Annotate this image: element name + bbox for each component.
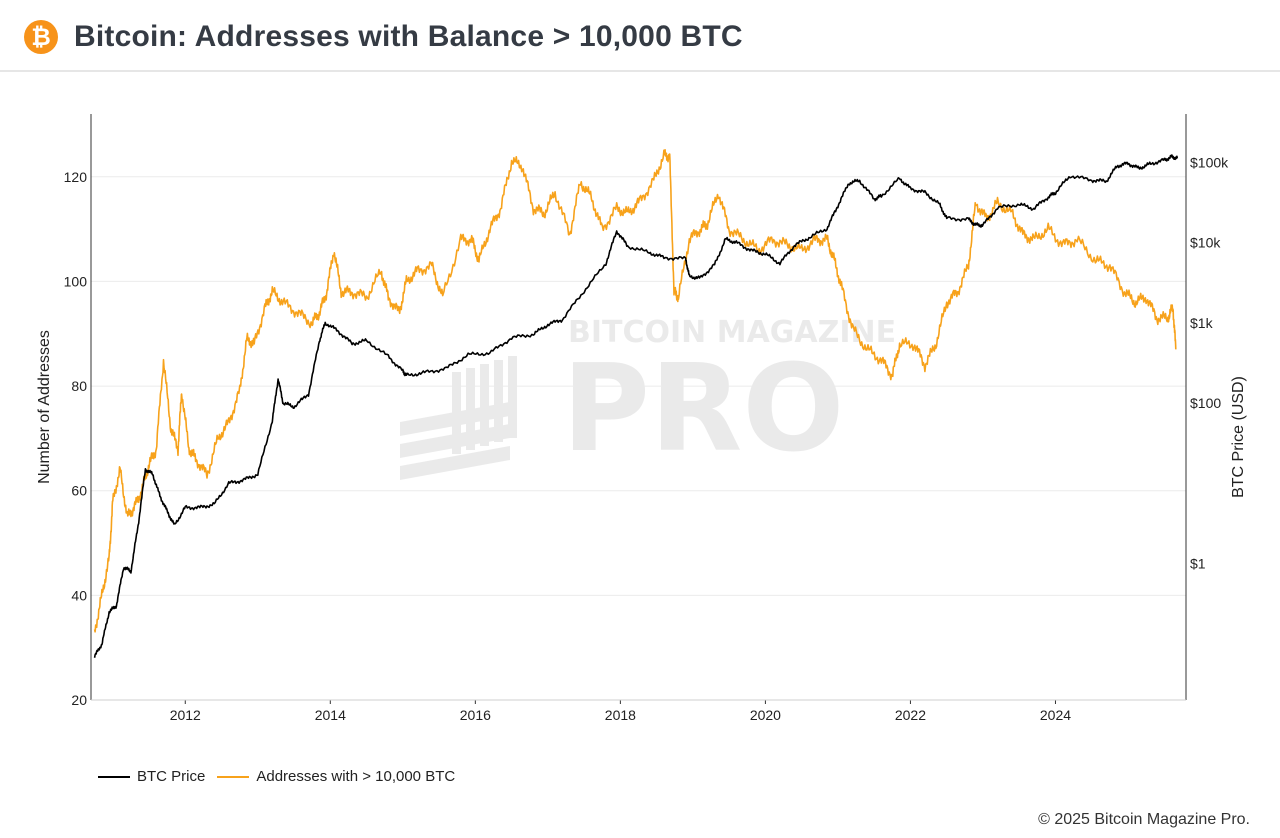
legend-item-btc-price[interactable]: BTC Price <box>98 768 205 785</box>
watermark-line2: PRO <box>562 340 844 479</box>
x-tick-label-2014: 2014 <box>315 707 346 723</box>
y2-tick-label-100: $100 <box>1190 395 1221 411</box>
axes: 20 40 60 80 100 120 2012 2014 2016 2018 2020 2022 20… <box>36 114 1247 723</box>
x-tick-label-2012: 2012 <box>170 707 201 723</box>
y-tick-label-20: 20 <box>71 692 87 708</box>
bitcoin-logo-icon: ₿ <box>24 20 58 54</box>
legend-swatch-addresses <box>217 775 250 778</box>
page-title: Bitcoin: Addresses with Balance > 10,000… <box>74 20 743 53</box>
y-tick-label-40: 40 <box>71 587 87 603</box>
y2-tick-label-10000: $10k <box>1190 235 1221 251</box>
header: ₿ Bitcoin: Addresses with Balance > 10,0… <box>0 0 1280 72</box>
legend-label-btc-price: BTC Price <box>137 768 206 785</box>
watermark-line1: BITCOIN MAGAZINE <box>568 315 896 350</box>
y-tick-label-60: 60 <box>71 483 87 499</box>
copyright: © 2025 Bitcoin Magazine Pro. <box>1038 811 1250 828</box>
y-axis-label: Number of Addresses <box>36 330 53 484</box>
legend-item-addresses[interactable]: Addresses with > 10,000 BTC <box>217 768 455 785</box>
y2-tick-label-1000: $1k <box>1190 315 1214 331</box>
y2-tick-label-1: $1 <box>1190 556 1206 572</box>
legend: BTC Price Addresses with > 10,000 BTC <box>98 768 467 785</box>
legend-swatch-btc-price <box>98 775 130 778</box>
series-line-btc-price <box>93 154 1179 658</box>
x-tick-label-2020: 2020 <box>750 707 781 723</box>
y2-tick-label-100000: $100k <box>1190 154 1229 170</box>
x-tick-label-2022: 2022 <box>895 707 926 723</box>
x-tick-label-2016: 2016 <box>460 707 491 723</box>
watermark: BITCOIN MAGAZINE PRO <box>400 315 896 480</box>
y-tick-label-100: 100 <box>64 273 88 289</box>
y2-axis-label: BTC Price (USD) <box>1230 376 1247 498</box>
y-tick-label-120: 120 <box>64 169 88 185</box>
series-group <box>93 149 1179 658</box>
legend-label-addresses: Addresses with > 10,000 BTC <box>256 768 456 785</box>
y-tick-label-80: 80 <box>71 378 87 394</box>
series-line-addresses <box>93 149 1177 633</box>
x-tick-label-2018: 2018 <box>605 707 636 723</box>
x-tick-label-2024: 2024 <box>1040 707 1071 723</box>
